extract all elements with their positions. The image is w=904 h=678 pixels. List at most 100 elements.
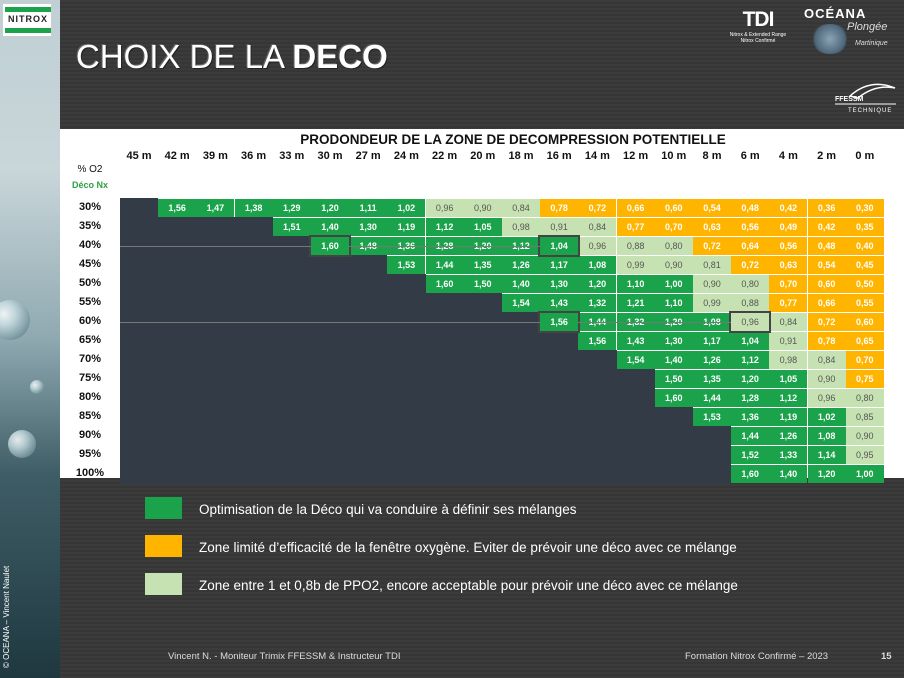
empty-zone bbox=[120, 293, 502, 313]
ppo2-cell: 1,14 bbox=[807, 446, 846, 464]
o2-row-label: 95% bbox=[78, 448, 102, 460]
empty-zone bbox=[120, 255, 388, 275]
pointer-arrow bbox=[349, 246, 541, 247]
ppo2-cell: 1,20 bbox=[807, 465, 846, 483]
ppo2-cell: 0,78 bbox=[540, 199, 579, 217]
empty-zone bbox=[120, 217, 273, 237]
legend-swatch bbox=[145, 573, 182, 595]
ppo2-cell: 0,54 bbox=[693, 199, 731, 217]
ppo2-cell: 0,50 bbox=[845, 275, 884, 293]
ppo2-cell: 1,12 bbox=[731, 351, 770, 369]
highlight-box bbox=[729, 311, 772, 333]
ppo2-cell: 0,72 bbox=[731, 256, 770, 274]
ppo2-cell: 0,72 bbox=[693, 237, 731, 255]
ppo2-cell: 1,29 bbox=[272, 199, 311, 217]
ppo2-cell: 0,84 bbox=[578, 218, 617, 236]
water-drop bbox=[8, 430, 36, 458]
o2-row-label: 75% bbox=[78, 372, 102, 384]
depth-header: 8 m bbox=[702, 150, 722, 162]
ppo2-cell: 0,56 bbox=[731, 218, 770, 236]
depth-header: 30 m bbox=[317, 150, 343, 162]
ppo2-cell: 1,08 bbox=[578, 256, 617, 274]
o2-row-label: 40% bbox=[78, 239, 102, 251]
ppo2-cell: 0,80 bbox=[654, 237, 693, 255]
page-number: 15 bbox=[881, 651, 892, 662]
ppo2-cell: 1,10 bbox=[616, 275, 655, 293]
ppo2-cell: 1,54 bbox=[502, 294, 540, 312]
ppo2-cell: 0,98 bbox=[769, 351, 808, 369]
ppo2-cell: 0,36 bbox=[807, 199, 846, 217]
ppo2-cell: 0,80 bbox=[845, 389, 884, 407]
empty-zone bbox=[120, 350, 617, 370]
depth-header: 6 m bbox=[740, 150, 760, 162]
ppo2-cell: 0,42 bbox=[769, 199, 808, 217]
o2-row-label: 55% bbox=[78, 296, 102, 308]
ppo2-cell: 1,05 bbox=[769, 370, 808, 388]
ppo2-cell: 0,96 bbox=[425, 199, 464, 217]
ppo2-cell: 1,44 bbox=[693, 389, 731, 407]
ppo2-cell: 1,02 bbox=[807, 408, 846, 426]
ppo2-cell: 0,60 bbox=[807, 275, 846, 293]
ppo2-cell: 0,80 bbox=[731, 275, 770, 293]
ppo2-cell: 1,20 bbox=[578, 275, 617, 293]
ppo2-cell: 1,35 bbox=[693, 370, 731, 388]
ppo2-cell: 1,51 bbox=[272, 218, 311, 236]
depth-header: 33 m bbox=[279, 150, 305, 162]
ppo2-cell: 0,48 bbox=[807, 237, 846, 255]
nitrox-logo: NITROX bbox=[2, 3, 52, 37]
depth-header: 24 m bbox=[393, 150, 419, 162]
ppo2-cell: 0,84 bbox=[769, 313, 808, 331]
empty-zone bbox=[120, 464, 732, 484]
ppo2-cell: 0,60 bbox=[654, 199, 693, 217]
oceana-logo: OCÉANA Plongée Martinique bbox=[800, 4, 900, 64]
ppo2-cell: 0,63 bbox=[693, 218, 731, 236]
ppo2-cell: 1,12 bbox=[769, 389, 808, 407]
ppo2-cell: 0,72 bbox=[578, 199, 617, 217]
o2-row-label: 85% bbox=[78, 410, 102, 422]
empty-zone bbox=[120, 331, 579, 351]
ppo2-cell: 1,19 bbox=[769, 408, 808, 426]
deco-label: Déco Nx bbox=[71, 180, 108, 190]
ppo2-cell: 1,11 bbox=[349, 199, 388, 217]
legend-text: Optimisation de la Déco qui va conduire … bbox=[199, 502, 577, 517]
ppo2-cell: 0,90 bbox=[463, 199, 502, 217]
ppo2-cell: 0,54 bbox=[807, 256, 846, 274]
ppo2-cell: 0,75 bbox=[845, 370, 884, 388]
ppo2-cell: 0,35 bbox=[845, 218, 884, 236]
depth-header: 14 m bbox=[584, 150, 610, 162]
ppo2-cell: 0,40 bbox=[845, 237, 884, 255]
copyright-text: © OCEANA – Vincent Naulet bbox=[2, 565, 11, 668]
ppo2-cell: 1,04 bbox=[731, 332, 770, 350]
ppo2-cell: 1,32 bbox=[578, 294, 617, 312]
o2-row-label: 80% bbox=[78, 391, 102, 403]
legend-swatch bbox=[145, 497, 182, 519]
ppo2-cell: 1,50 bbox=[463, 275, 502, 293]
ppo2-cell: 0,66 bbox=[616, 199, 655, 217]
o2-row-label: 65% bbox=[78, 334, 102, 346]
depth-header: 39 m bbox=[202, 150, 228, 162]
ppo2-cell: 1,26 bbox=[769, 427, 808, 445]
ppo2-cell: 1,60 bbox=[425, 275, 464, 293]
ppo2-cell: 0,88 bbox=[616, 237, 655, 255]
ppo2-cell: 0,91 bbox=[769, 332, 808, 350]
ppo2-cell: 0,84 bbox=[502, 199, 540, 217]
dolphin-icon bbox=[835, 83, 896, 105]
ppo2-cell: 1,44 bbox=[425, 256, 464, 274]
ppo2-cell: 0,70 bbox=[654, 218, 693, 236]
ppo2-cell: 1,04 bbox=[540, 237, 579, 255]
empty-zone bbox=[120, 274, 426, 294]
ppo2-cell: 0,56 bbox=[769, 237, 808, 255]
ppo2-cell: 1,38 bbox=[234, 199, 273, 217]
ppo2-cell: 0,98 bbox=[502, 218, 540, 236]
o2-row-label: 60% bbox=[78, 315, 102, 327]
o2-row-label: 90% bbox=[78, 429, 102, 441]
highlight-box bbox=[538, 235, 581, 257]
depth-header: 4 m bbox=[778, 150, 798, 162]
ppo2-cell: 0,90 bbox=[654, 256, 693, 274]
ppo2-cell: 1,33 bbox=[769, 446, 808, 464]
legend-text: Zone limité d’efficacité de la fenêtre o… bbox=[199, 540, 737, 555]
ppo2-cell: 1,56 bbox=[578, 332, 617, 350]
legend-swatch bbox=[145, 535, 182, 557]
water-drop bbox=[30, 380, 44, 394]
ppo2-cell: 1,56 bbox=[540, 313, 579, 331]
